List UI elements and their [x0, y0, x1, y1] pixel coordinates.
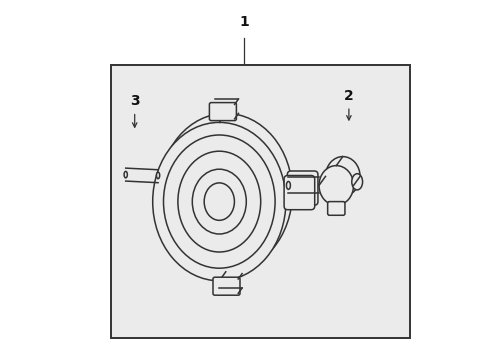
FancyBboxPatch shape	[287, 171, 317, 205]
Ellipse shape	[286, 181, 290, 189]
Bar	[111, 65, 409, 338]
Ellipse shape	[325, 157, 359, 196]
Ellipse shape	[351, 174, 362, 190]
Ellipse shape	[318, 166, 353, 205]
Ellipse shape	[159, 113, 292, 272]
Text: 1: 1	[239, 15, 249, 29]
FancyBboxPatch shape	[209, 103, 236, 121]
Text: 2: 2	[344, 89, 353, 103]
Ellipse shape	[152, 122, 285, 281]
Ellipse shape	[124, 171, 127, 178]
FancyBboxPatch shape	[213, 277, 240, 295]
Ellipse shape	[156, 172, 160, 179]
Text: 3: 3	[130, 94, 139, 108]
FancyBboxPatch shape	[327, 202, 344, 215]
FancyBboxPatch shape	[284, 175, 314, 210]
